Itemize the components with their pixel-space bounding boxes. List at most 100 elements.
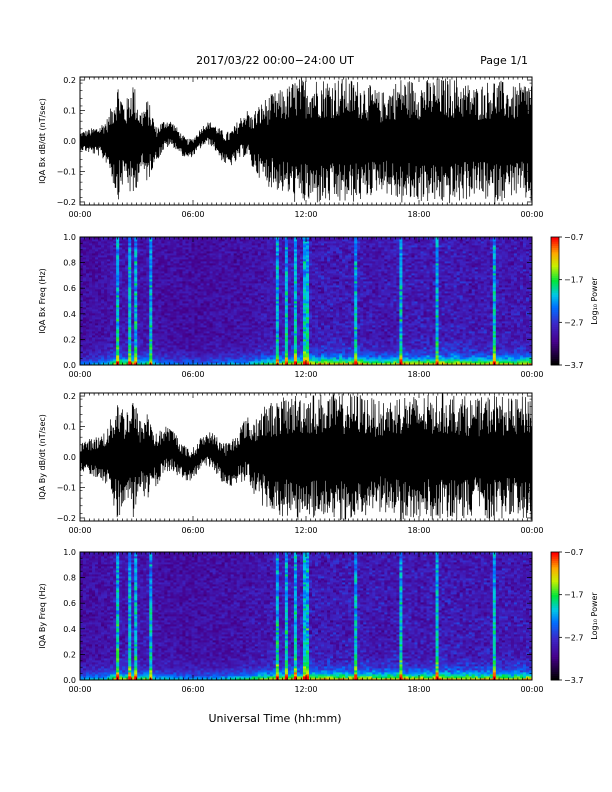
chart-cell [83, 347, 87, 350]
chart-cell [146, 311, 150, 314]
chart-cell [137, 343, 141, 346]
chart-cell [137, 353, 141, 356]
chart-cell [122, 277, 126, 280]
chart-cell [137, 357, 141, 360]
chart-cell [131, 265, 135, 268]
chart-cell [152, 353, 156, 356]
chart-cell [128, 245, 132, 248]
chart-cell [137, 265, 141, 268]
chart-cell [164, 255, 168, 258]
chart-cell [92, 289, 96, 292]
chart-cell [119, 347, 123, 350]
chart-cell [158, 283, 162, 286]
chart-cell [125, 357, 129, 360]
chart-cell [155, 299, 159, 302]
chart-cell [107, 285, 111, 288]
chart-cell [86, 307, 90, 310]
chart-cell [95, 245, 99, 248]
chart-cell [92, 325, 96, 328]
chart-cell [89, 249, 93, 252]
chart-cell [155, 355, 159, 358]
chart-cell [131, 319, 135, 322]
chart-cell [161, 253, 165, 256]
chart-cell [155, 321, 159, 324]
chart-cell [92, 255, 96, 258]
chart-cell [128, 353, 132, 356]
chart-cell [89, 261, 93, 264]
chart-cell [80, 293, 84, 296]
chart-cell [122, 239, 126, 242]
chart-cell [149, 263, 153, 266]
chart-cell [101, 289, 105, 292]
chart-cell [125, 333, 129, 336]
chart-cell [89, 273, 93, 276]
chart-cell [95, 281, 99, 284]
chart-cell [107, 317, 111, 320]
chart-cell [107, 237, 111, 240]
chart-cell [101, 291, 105, 294]
chart-cell [134, 313, 138, 316]
chart-cell [113, 345, 117, 348]
chart-cell [116, 355, 120, 358]
chart-cell [161, 331, 165, 334]
chart-cell [89, 317, 93, 320]
chart-cell [95, 353, 99, 356]
chart-cell [113, 245, 117, 248]
chart-cell [155, 289, 159, 292]
chart-cell [80, 261, 84, 264]
chart-cell [80, 335, 84, 338]
chart-cell [98, 315, 102, 318]
chart-cell [158, 315, 162, 318]
chart-cell [134, 345, 138, 348]
chart-cell [83, 269, 87, 272]
chart-cell [110, 315, 114, 318]
chart-cell [119, 245, 123, 248]
chart-cell [116, 309, 120, 312]
chart-cell [92, 345, 96, 348]
chart-cell [122, 261, 126, 264]
chart-cell [122, 321, 126, 324]
chart-cell [86, 315, 90, 318]
chart-cell [164, 283, 168, 286]
chart-cell [155, 327, 159, 330]
chart-cell [110, 341, 114, 344]
chart-cell [95, 311, 99, 314]
chart-cell [161, 309, 165, 312]
chart-cell [158, 325, 162, 328]
chart-cell [146, 355, 150, 358]
chart-cell [119, 321, 123, 324]
chart-cell [89, 293, 93, 296]
chart-cell [164, 243, 168, 246]
chart-cell [158, 343, 162, 346]
chart-cell [92, 303, 96, 306]
chart-cell [140, 341, 144, 344]
chart-cell [134, 287, 138, 290]
chart-cell [89, 309, 93, 312]
chart-cell [134, 263, 138, 266]
chart-cell [104, 293, 108, 296]
chart-cell [95, 277, 99, 280]
chart-cell [98, 277, 102, 280]
x-tick-label: 06:00 [181, 210, 204, 219]
chart-cell [113, 337, 117, 340]
chart-cell [119, 317, 123, 320]
page-title: 2017/03/22 00:00−24:00 UT [196, 54, 354, 67]
chart-cell [158, 305, 162, 308]
chart-cell [155, 359, 159, 362]
chart-cell [113, 243, 117, 246]
chart-cell [104, 339, 108, 342]
chart-cell [101, 319, 105, 322]
chart-cell [164, 273, 168, 276]
chart-cell [116, 257, 120, 260]
chart-cell [158, 301, 162, 304]
chart-cell [92, 259, 96, 262]
chart-cell [95, 263, 99, 266]
x-tick-label: 18:00 [407, 210, 430, 219]
chart-cell [158, 241, 162, 244]
chart-cell [104, 275, 108, 278]
chart-cell [161, 245, 165, 248]
chart-cell [131, 295, 135, 298]
chart-cell [152, 279, 156, 282]
chart-cell [134, 267, 138, 270]
chart-cell [125, 249, 129, 252]
